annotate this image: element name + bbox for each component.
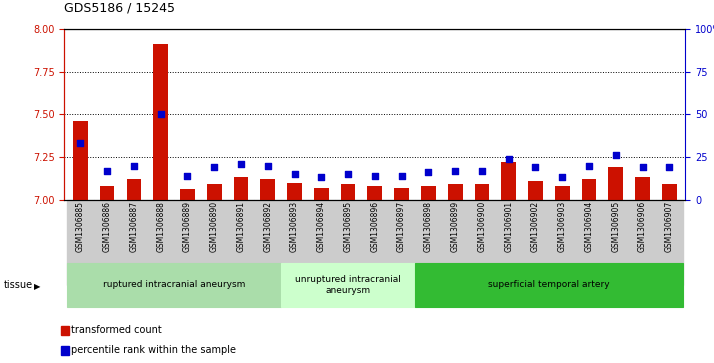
Bar (121, 200, 147, 285)
Point (476, 168, 488, 174)
Bar (468, 200, 496, 285)
Bar (394, 188, 409, 200)
Bar (100, 186, 114, 200)
Text: tissue: tissue (4, 280, 33, 290)
Point (262, 163, 273, 168)
Point (369, 173, 381, 179)
Bar (207, 184, 221, 200)
Point (556, 175, 568, 180)
Bar (528, 181, 543, 200)
Bar (629, 200, 656, 285)
Bar (415, 200, 442, 285)
Bar (201, 200, 228, 285)
Bar (475, 184, 489, 200)
Point (637, 164, 648, 170)
Point (235, 161, 247, 167)
Bar (180, 189, 195, 200)
Point (74, 140, 86, 146)
Bar (228, 200, 254, 285)
Bar (442, 200, 468, 285)
Bar (603, 200, 629, 285)
Point (342, 171, 353, 177)
Bar (233, 178, 248, 200)
Bar (501, 162, 516, 200)
Bar (126, 179, 141, 200)
Bar (388, 200, 415, 285)
Bar (555, 186, 570, 200)
Bar (73, 121, 88, 200)
Text: ▶: ▶ (34, 282, 41, 291)
Text: ruptured intracranial aneurysm: ruptured intracranial aneurysm (103, 281, 245, 289)
Point (101, 168, 113, 174)
Bar (147, 200, 174, 285)
Bar (656, 200, 683, 285)
Bar (154, 44, 168, 200)
Bar (254, 200, 281, 285)
Bar (314, 188, 328, 200)
Point (423, 170, 434, 175)
Point (155, 111, 166, 117)
Bar (582, 179, 596, 200)
Point (208, 164, 220, 170)
Bar (448, 184, 463, 200)
Bar (608, 167, 623, 200)
Bar (496, 200, 522, 285)
Bar (261, 179, 275, 200)
Bar (575, 200, 603, 285)
Point (128, 163, 139, 168)
Text: percentile rank within the sample: percentile rank within the sample (71, 345, 236, 355)
Bar (341, 184, 356, 200)
Point (181, 173, 193, 179)
Point (583, 163, 595, 168)
Point (288, 171, 300, 177)
Point (316, 175, 327, 180)
Bar (368, 186, 382, 200)
Point (449, 168, 461, 174)
Point (530, 164, 541, 170)
Bar (67, 200, 94, 285)
Text: unruptured intracranial
aneurysm: unruptured intracranial aneurysm (295, 275, 401, 295)
Point (503, 156, 514, 162)
Bar (635, 178, 650, 200)
Bar (335, 200, 361, 285)
Point (663, 164, 675, 170)
Bar (549, 200, 575, 285)
Bar (281, 200, 308, 285)
Text: GDS5186 / 15245: GDS5186 / 15245 (64, 2, 175, 15)
Text: transformed count: transformed count (71, 325, 162, 335)
Bar (522, 200, 549, 285)
Bar (361, 200, 388, 285)
Bar (174, 200, 201, 285)
Text: superficial temporal artery: superficial temporal artery (488, 281, 610, 289)
Bar (308, 200, 335, 285)
Bar (287, 183, 302, 200)
Bar (662, 184, 677, 200)
Bar (421, 186, 436, 200)
Point (396, 173, 407, 179)
Point (610, 152, 621, 158)
Bar (94, 200, 121, 285)
